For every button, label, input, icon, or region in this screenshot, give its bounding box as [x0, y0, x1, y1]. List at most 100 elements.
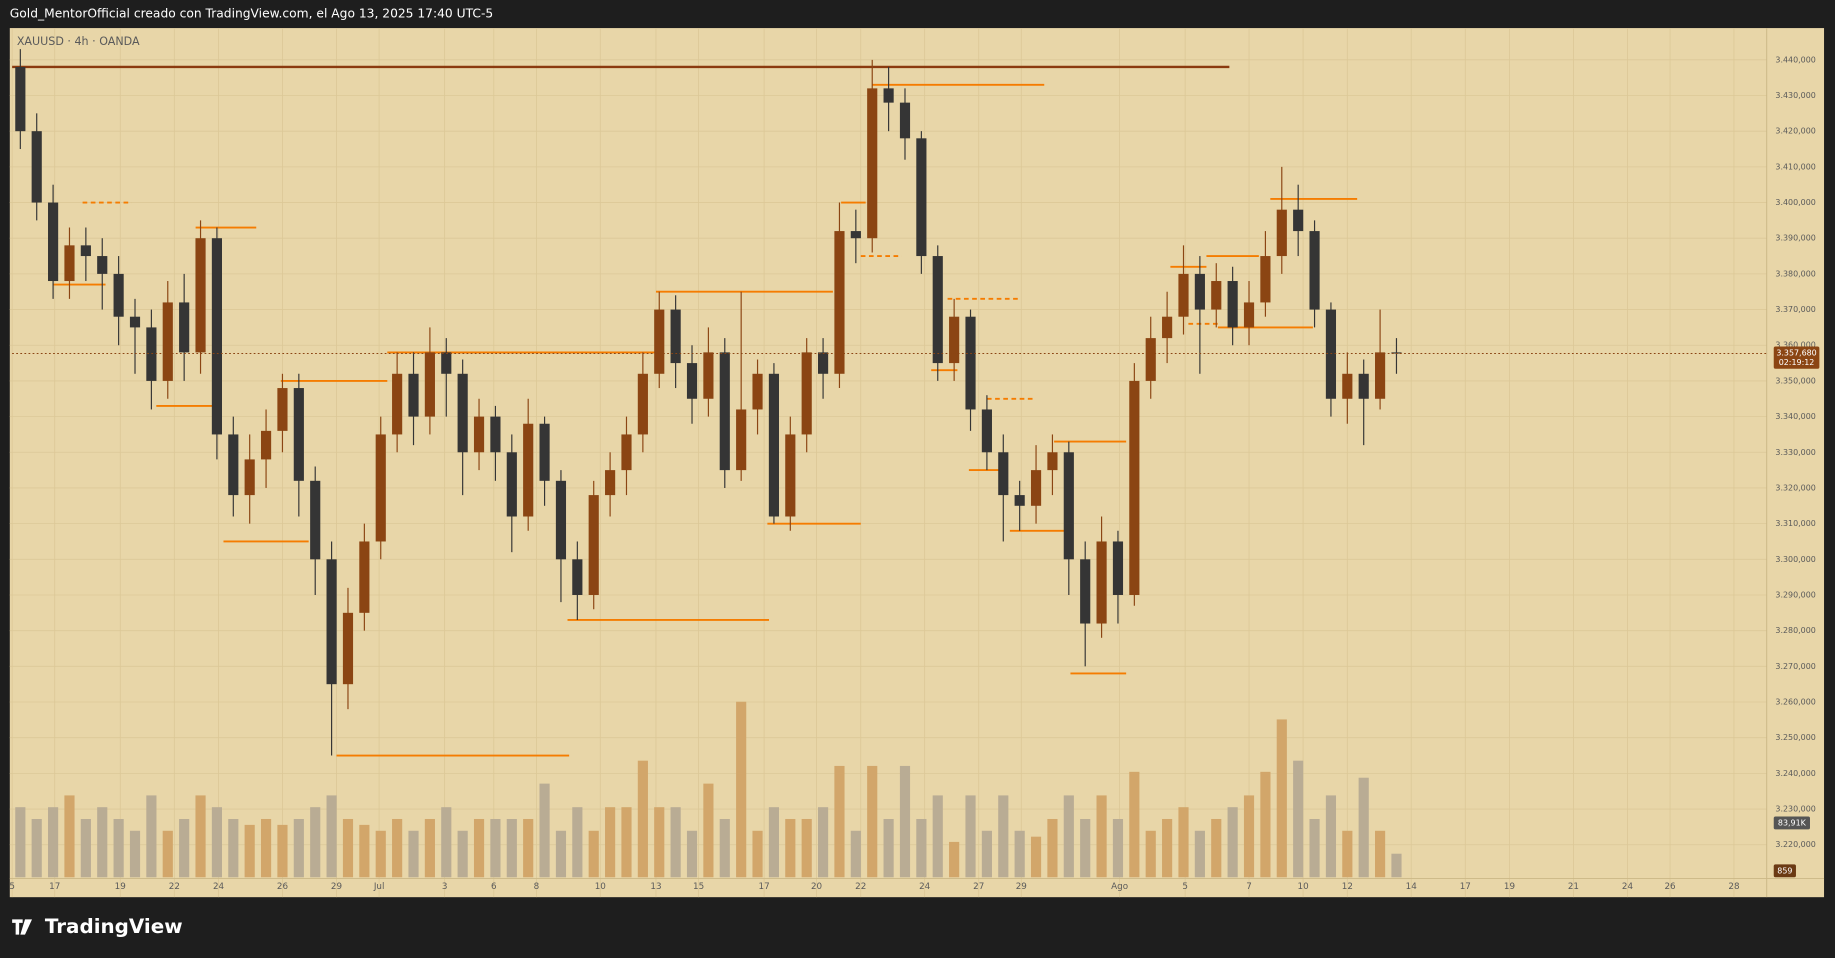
candle-body — [1260, 256, 1271, 303]
y-tick-label: 3.430,000 — [1775, 91, 1815, 100]
volume-bar — [162, 830, 173, 878]
volume-bar — [392, 818, 403, 878]
candle-body — [260, 430, 272, 460]
y-tick-label: 3.440,000 — [1775, 55, 1815, 64]
candle-body — [64, 245, 75, 282]
candle-body — [473, 416, 485, 453]
y-tick-label: 3.270,000 — [1775, 662, 1815, 671]
volume-bar — [899, 765, 911, 878]
x-tick-label: 17 — [49, 882, 60, 892]
candle-body — [310, 480, 321, 560]
candle-body — [1063, 452, 1074, 560]
candle-body — [1375, 352, 1386, 399]
volume-bar — [949, 841, 960, 878]
volume-bar — [326, 795, 337, 878]
candle-body — [113, 273, 124, 317]
y-tick-label: 3.240,000 — [1775, 769, 1815, 778]
candle-body — [31, 131, 42, 203]
volume-bar — [621, 807, 632, 878]
candle-body — [703, 352, 714, 399]
volume-bar — [129, 830, 141, 878]
volume-bar — [342, 818, 354, 878]
candle-body — [883, 88, 894, 103]
candle-body — [424, 352, 435, 417]
volume-label: 83,91K — [1778, 818, 1807, 827]
candle-body — [457, 373, 468, 453]
candle-body — [523, 423, 534, 517]
volume-bar — [588, 830, 599, 878]
y-tick-label: 3.330,000 — [1775, 448, 1815, 457]
candle-body — [1358, 373, 1369, 399]
candle-body — [1293, 209, 1304, 232]
x-tick-label: 12 — [1342, 882, 1353, 892]
x-tick-label: 26 — [277, 882, 289, 892]
candle-body — [48, 202, 59, 282]
volume-bar — [1047, 818, 1058, 878]
x-tick-label: 7 — [1246, 882, 1252, 892]
volume-bar — [752, 830, 763, 878]
volume-bar — [80, 818, 91, 878]
candle-body — [654, 309, 665, 374]
x-tick-label: 29 — [1016, 882, 1027, 892]
grid — [9, 28, 1767, 898]
y-tick-label: 3.420,000 — [1775, 127, 1815, 136]
y-tick-label: 3.390,000 — [1775, 234, 1815, 243]
volume-bar — [359, 824, 370, 878]
volume-bar — [310, 807, 321, 878]
candle-body — [1080, 559, 1091, 624]
candle-body — [1194, 273, 1205, 310]
y-tick-label: 3.220,000 — [1775, 840, 1815, 849]
candle-body — [719, 352, 730, 471]
candle-body — [1129, 380, 1140, 595]
candle-body — [359, 541, 370, 613]
axes: 3.440,000 3.430,000 3.420,000 3.410,000 3.40… — [9, 28, 1825, 898]
y-tick-label: 3.320,000 — [1775, 483, 1815, 492]
candle-body — [326, 559, 337, 685]
candle-body — [1047, 452, 1058, 471]
candle-body — [1162, 316, 1173, 339]
candle-body — [228, 434, 239, 496]
volume-bar — [277, 824, 288, 878]
y-tick-label: 3.360,000 — [1775, 341, 1815, 350]
candle-body — [539, 423, 550, 481]
symbol-label: XAUUSD · 4h · OANDA — [17, 35, 140, 48]
x-tick-label: 5 — [1182, 882, 1188, 892]
candle-body — [949, 316, 960, 364]
candle-body — [244, 459, 255, 496]
candle-body — [850, 231, 861, 239]
volume-bar — [736, 701, 747, 878]
x-tick-label: 22 — [855, 882, 866, 892]
candle-body — [490, 416, 501, 453]
candle-body — [785, 434, 796, 517]
candle-body — [211, 238, 222, 435]
candle-body — [637, 373, 648, 435]
candle-body — [916, 138, 927, 257]
volume-bar — [1112, 818, 1124, 878]
volume-bar — [555, 830, 567, 878]
y-tick-label: 3.400,000 — [1775, 198, 1815, 207]
y-tick-label: 3.340,000 — [1775, 412, 1815, 421]
candle-body — [375, 434, 386, 542]
candle-body — [392, 373, 403, 435]
x-tick-label: 17 — [759, 882, 770, 892]
volume-bar — [146, 795, 157, 878]
volume-bar — [1227, 807, 1238, 878]
x-tick-label: 8 — [534, 882, 540, 892]
candle-body — [1342, 373, 1353, 399]
volume-bar — [1325, 795, 1337, 878]
candle-body — [1325, 309, 1337, 399]
x-tick-label: 17 — [1460, 882, 1471, 892]
volume-bar — [572, 807, 583, 878]
volume-bar — [64, 795, 75, 878]
x-tick-label: 15 — [693, 882, 704, 892]
brand-logo: TradingView — [12, 915, 183, 938]
volume-bar — [1129, 771, 1140, 878]
candle-body — [768, 373, 780, 517]
candle-body — [686, 363, 698, 399]
volume-bar — [293, 818, 304, 878]
volume-bar — [1309, 818, 1320, 878]
x-tick-label: 6 — [491, 882, 497, 892]
volume-bar — [15, 807, 26, 878]
volume-bar — [490, 818, 501, 878]
